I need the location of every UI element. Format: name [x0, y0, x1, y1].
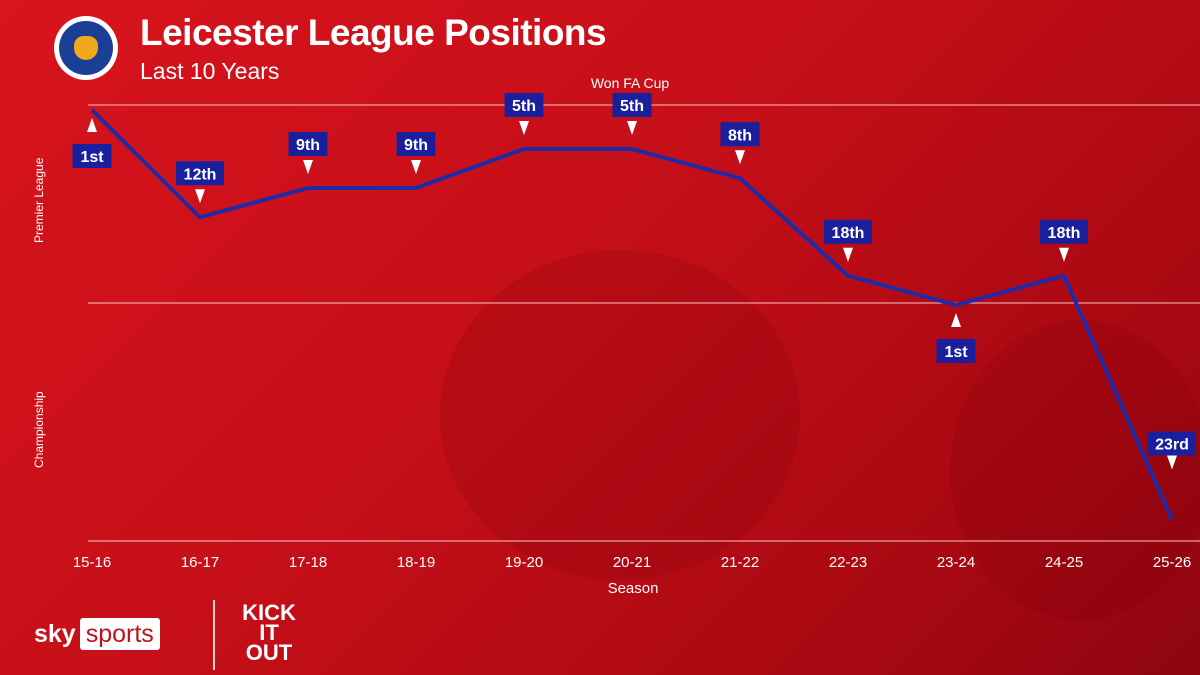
- arrow-down-icon: [195, 189, 205, 204]
- data-label-box: [612, 93, 652, 117]
- x-tick-label: 19-20: [505, 554, 543, 571]
- arrow-down-icon: [627, 121, 637, 135]
- data-label: 12th: [184, 166, 217, 183]
- data-label-box: [720, 122, 760, 147]
- x-tick-label: 15-16: [73, 554, 111, 571]
- data-label-box: [504, 93, 544, 117]
- arrow-down-icon: [735, 150, 745, 165]
- x-tick-label: 25-26: [1153, 554, 1191, 571]
- data-label-box: [936, 339, 976, 363]
- leicester-city-crest: [54, 16, 118, 80]
- x-tick-label: 20-21: [613, 554, 651, 571]
- x-tick-label: 23-24: [937, 554, 975, 571]
- data-label: 8th: [728, 127, 752, 144]
- sports-logo-text: sports: [79, 618, 160, 650]
- background-shape: [440, 250, 800, 580]
- chart-title: Leicester League Positions: [140, 12, 607, 53]
- arrow-down-icon: [843, 247, 853, 262]
- data-label-box: [824, 219, 872, 244]
- data-label-box: [1148, 431, 1196, 456]
- data-label-box: [1040, 219, 1088, 244]
- series-line: [90, 108, 1174, 521]
- x-tick-label: 21-22: [721, 554, 759, 571]
- data-label-box: [396, 132, 436, 156]
- data-label: 18th: [1048, 225, 1081, 242]
- sky-sports-logo: sky sports: [34, 618, 160, 650]
- fox-icon: [74, 36, 98, 60]
- background-shape: [950, 320, 1200, 620]
- chart-subtitle: Last 10 Years: [140, 58, 280, 84]
- data-label-box: [176, 161, 224, 186]
- data-label: 1st: [944, 344, 968, 361]
- kick-it-out-logo: KICK IT OUT: [242, 600, 296, 665]
- arrow-up-icon: [87, 118, 97, 132]
- annotation: Won FA Cup: [591, 75, 670, 91]
- data-label-box: [288, 132, 328, 156]
- x-tick-label: 22-23: [829, 554, 867, 571]
- data-label: 1st: [80, 149, 104, 166]
- data-label: 5th: [620, 98, 644, 115]
- arrow-down-icon: [519, 121, 529, 135]
- x-tick-label: 24-25: [1045, 554, 1083, 571]
- data-label-box: [72, 144, 112, 168]
- data-label: 5th: [512, 98, 536, 115]
- arrow-down-icon: [411, 160, 421, 174]
- data-label: 18th: [832, 225, 865, 242]
- x-tick-label: 17-18: [289, 554, 327, 571]
- data-label: 9th: [404, 137, 428, 154]
- x-axis-label: Season: [608, 580, 659, 597]
- data-label: 9th: [296, 137, 320, 154]
- arrow-down-icon: [303, 160, 313, 174]
- arrow-down-icon: [1059, 247, 1069, 262]
- sky-logo-text: sky: [34, 619, 76, 648]
- arrow-down-icon: [1167, 455, 1177, 470]
- data-label: 23rd: [1155, 437, 1189, 454]
- x-tick-label: 18-19: [397, 554, 435, 571]
- x-tick-label: 16-17: [181, 554, 219, 571]
- arrow-up-icon: [951, 313, 961, 327]
- footer-divider: [213, 600, 215, 670]
